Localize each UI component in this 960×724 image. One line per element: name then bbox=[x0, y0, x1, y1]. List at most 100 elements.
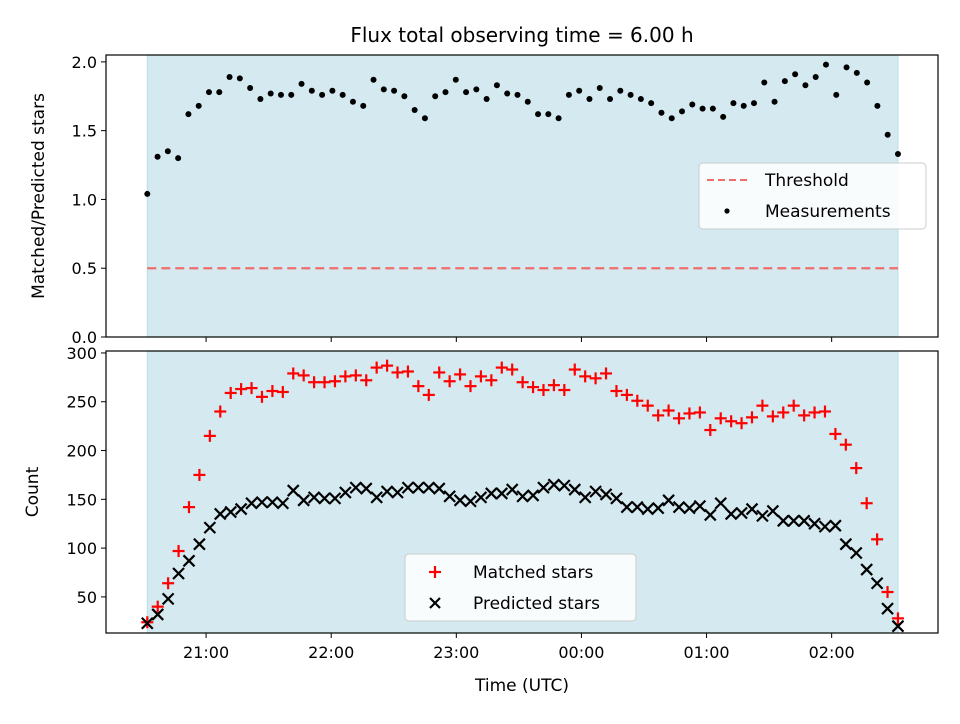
measurement-point bbox=[195, 102, 202, 109]
predicted-star-point bbox=[474, 491, 488, 504]
predicted-star-point bbox=[443, 490, 456, 503]
matched-star-point bbox=[162, 577, 175, 590]
predicted-star-point bbox=[776, 514, 790, 528]
y-tick-label: 0.5 bbox=[72, 259, 97, 278]
predicted-star-point bbox=[724, 507, 738, 521]
matched-star-point bbox=[725, 415, 738, 428]
measurement-point bbox=[781, 78, 788, 85]
measurement-point bbox=[709, 105, 716, 112]
predicted-star-point bbox=[558, 479, 571, 492]
y-tick-label: 250 bbox=[66, 393, 97, 412]
matched-star-point bbox=[683, 407, 696, 420]
matched-star-point bbox=[203, 429, 216, 442]
measurement-point bbox=[668, 115, 675, 122]
matched-star-point bbox=[714, 412, 727, 425]
matched-star-point bbox=[600, 367, 613, 380]
matched-star-point bbox=[318, 376, 331, 389]
matched-star-point bbox=[860, 497, 873, 510]
predicted-star-point bbox=[756, 509, 769, 523]
measurement-point bbox=[164, 148, 171, 155]
predicted-star-point bbox=[860, 563, 873, 576]
measurement-point bbox=[576, 87, 583, 94]
predicted-star-point bbox=[829, 519, 842, 532]
matched-star-point bbox=[766, 410, 779, 423]
predicted-star-point bbox=[818, 520, 832, 533]
predicted-star-point bbox=[641, 502, 655, 516]
matched-star-point bbox=[652, 409, 665, 422]
matched-star-point bbox=[443, 375, 456, 388]
measurement-point bbox=[637, 96, 644, 103]
measurement-point bbox=[740, 102, 747, 109]
measurement-point bbox=[205, 89, 212, 96]
matched-star-point bbox=[495, 361, 508, 374]
predicted-star-point bbox=[401, 481, 415, 494]
predicted-star-point bbox=[151, 608, 164, 621]
predicted-star-point bbox=[745, 502, 759, 516]
predicted-star-point bbox=[839, 537, 853, 551]
measurement-point bbox=[185, 111, 192, 118]
predicted-star-point bbox=[495, 487, 509, 500]
measurement-point bbox=[771, 98, 778, 105]
measurement-point bbox=[319, 91, 326, 98]
measurement-point bbox=[555, 115, 562, 122]
matched-star-point bbox=[287, 367, 300, 380]
measurement-point bbox=[853, 69, 860, 76]
measurement-point bbox=[339, 91, 346, 98]
predicted-star-point bbox=[808, 517, 821, 530]
predicted-star-point bbox=[286, 484, 300, 497]
predicted-star-point bbox=[505, 483, 519, 496]
x-tick-label: 02:00 bbox=[809, 643, 855, 662]
matched-star-point bbox=[349, 369, 362, 382]
measurement-point bbox=[679, 108, 686, 115]
matched-star-point bbox=[589, 372, 602, 385]
matched-star-point bbox=[401, 365, 414, 378]
measurement-point bbox=[730, 100, 737, 107]
matched-star-point bbox=[391, 366, 404, 379]
matched-star-point bbox=[422, 388, 435, 401]
measurement-point bbox=[154, 153, 161, 160]
predicted-star-point bbox=[203, 521, 217, 534]
matched-star-point bbox=[787, 399, 800, 412]
measurement-point bbox=[308, 87, 315, 94]
y-tick-label: 1.5 bbox=[72, 122, 97, 141]
predicted-star-point bbox=[693, 499, 707, 513]
matched-star-point bbox=[620, 388, 633, 401]
top-panel-ratio: 0.00.51.01.52.0 Matched/Predicted stars … bbox=[29, 53, 939, 347]
predicted-star-point bbox=[683, 501, 696, 515]
measurement-point bbox=[504, 90, 511, 97]
chart-title: Flux total observing time = 6.00 h bbox=[350, 23, 693, 47]
matched-star-point bbox=[464, 380, 477, 393]
measurement-point bbox=[216, 89, 223, 96]
measurement-point bbox=[298, 80, 305, 87]
matched-star-point bbox=[891, 612, 904, 625]
measurement-point bbox=[442, 89, 449, 96]
measurement-point bbox=[247, 85, 254, 92]
matched-star-point bbox=[308, 376, 321, 389]
measurement-point bbox=[493, 82, 500, 89]
predicted-star-point bbox=[422, 481, 436, 494]
measurement-point bbox=[401, 93, 408, 100]
matched-star-point bbox=[381, 359, 394, 372]
matched-star-point bbox=[547, 379, 560, 392]
matched-star-point bbox=[485, 374, 498, 387]
measurement-point bbox=[565, 91, 572, 98]
predicted-legend-label: Predicted stars bbox=[473, 594, 600, 614]
predicted-star-point bbox=[547, 478, 561, 491]
matched-star-point bbox=[182, 501, 195, 514]
x-tick-label: 21:00 bbox=[183, 643, 229, 662]
predicted-star-point bbox=[891, 619, 905, 633]
predicted-star-point bbox=[849, 546, 863, 560]
measurements-legend-swatch bbox=[724, 208, 730, 214]
predicted-star-point bbox=[651, 501, 665, 515]
matched-legend-swatch bbox=[429, 566, 441, 578]
predicted-star-point bbox=[610, 492, 623, 505]
measurement-point bbox=[874, 102, 881, 109]
top-legend: Threshold Measurements bbox=[698, 162, 927, 230]
measurement-point bbox=[699, 105, 706, 112]
predicted-star-point bbox=[255, 495, 269, 509]
predicted-star-point bbox=[797, 514, 811, 528]
matched-star-point bbox=[756, 399, 769, 412]
measurement-point bbox=[473, 86, 480, 93]
y-tick-label: 200 bbox=[66, 442, 97, 461]
